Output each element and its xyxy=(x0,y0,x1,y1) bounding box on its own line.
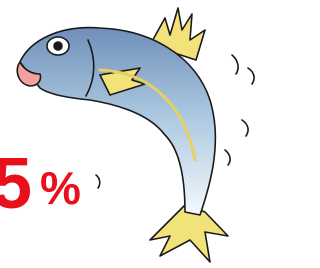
fish xyxy=(17,8,228,262)
illustration: 5 % xyxy=(0,0,282,268)
pupil xyxy=(54,42,62,50)
splash xyxy=(242,120,248,136)
splash xyxy=(232,55,238,74)
badge-number: 5 xyxy=(0,144,32,224)
splash xyxy=(225,150,230,165)
badge-unit: % xyxy=(40,162,81,214)
splash xyxy=(96,175,100,188)
page: 5 % (() => { const data = JSON.parse(doc… xyxy=(0,0,282,268)
splash xyxy=(248,68,254,84)
